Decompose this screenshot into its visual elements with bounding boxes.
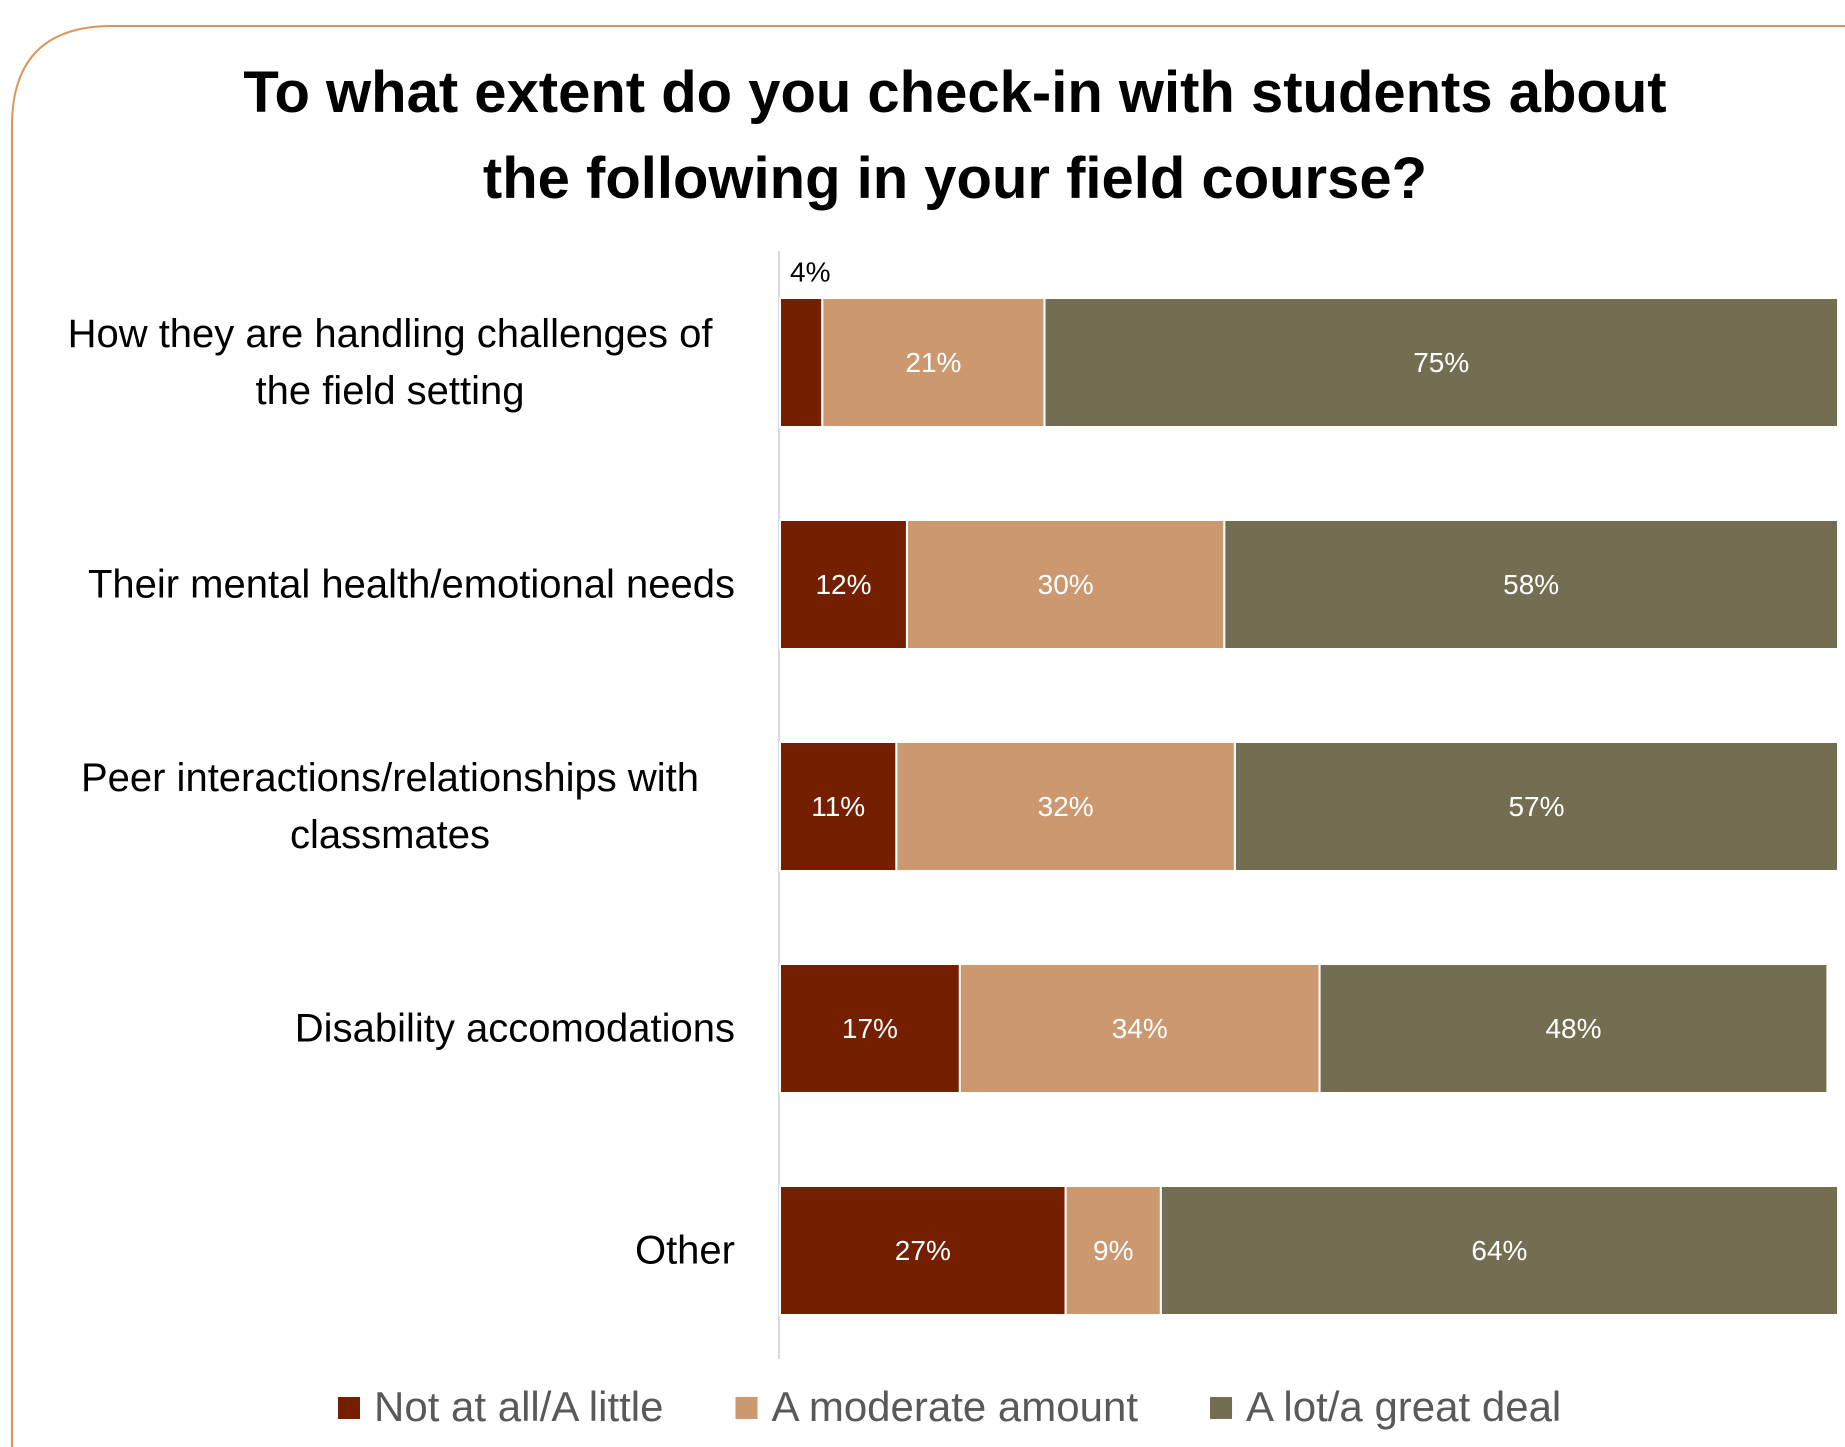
value-label: 17% xyxy=(842,1013,898,1044)
bar-segment xyxy=(1233,741,1839,872)
legend-swatch xyxy=(1210,1397,1233,1419)
legend-label: A lot/a great deal xyxy=(1246,1383,1561,1430)
value-label: 4% xyxy=(790,256,830,287)
category-label: Disability accomodations xyxy=(294,1006,735,1050)
bar-segment xyxy=(905,519,1226,650)
category-label: Peer interactions/relationships with cla… xyxy=(80,755,700,857)
bar-segment xyxy=(1223,519,1839,650)
value-label: 12% xyxy=(815,569,871,600)
bar-segment xyxy=(1064,1185,1162,1316)
value-label: 21% xyxy=(905,347,961,378)
value-label: 27% xyxy=(895,1235,951,1266)
category-label: Other xyxy=(634,1228,735,1272)
bar-segment xyxy=(1159,1185,1839,1316)
category-label: How they are handling challenges of the … xyxy=(67,311,713,413)
value-label: 32% xyxy=(1038,791,1094,822)
value-label: 57% xyxy=(1508,791,1564,822)
legend-swatch xyxy=(338,1397,360,1419)
bar-segment xyxy=(779,519,908,650)
legend-swatch xyxy=(735,1397,758,1419)
value-label: 34% xyxy=(1112,1013,1168,1044)
bar-segment xyxy=(1043,297,1839,428)
bar-segment xyxy=(895,741,1236,872)
bar-segment xyxy=(779,297,824,428)
category-label: Their mental health/emotional needs xyxy=(87,562,735,606)
chart-title: To what extent do you check-in with stud… xyxy=(243,60,1667,211)
bar-segment xyxy=(779,963,961,1094)
value-label: 75% xyxy=(1413,347,1469,378)
legend-label: Not at all/A little xyxy=(374,1383,663,1430)
frame xyxy=(11,25,1845,1447)
bar-segment xyxy=(821,297,1046,428)
legend-label: A moderate amount xyxy=(771,1383,1138,1430)
value-label: 9% xyxy=(1093,1235,1133,1266)
value-label: 64% xyxy=(1471,1235,1527,1266)
value-label: 58% xyxy=(1503,569,1559,600)
value-label: 48% xyxy=(1545,1013,1601,1044)
bar-segment xyxy=(1318,963,1829,1094)
bar-segment xyxy=(958,963,1321,1094)
value-label: 11% xyxy=(811,791,865,822)
value-label: 30% xyxy=(1038,569,1094,600)
